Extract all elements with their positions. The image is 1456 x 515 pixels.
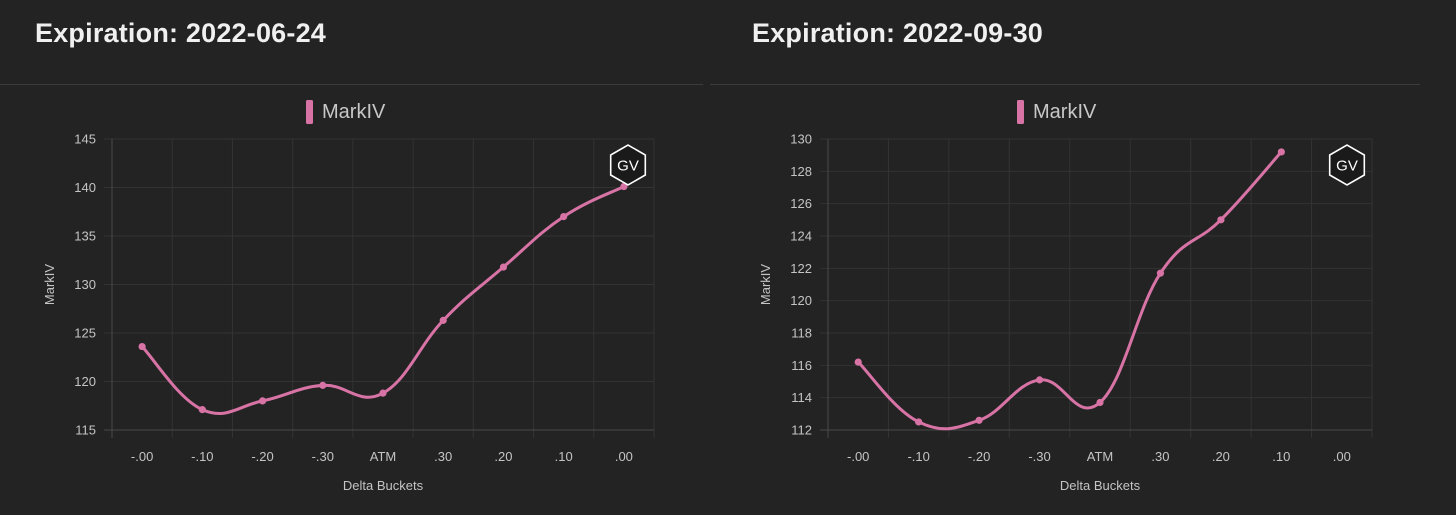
x-tick-label: -.20 <box>251 449 273 464</box>
y-tick-label: 116 <box>791 358 812 373</box>
x-axis-title: Delta Buckets <box>1060 478 1141 493</box>
panel-title: Expiration: 2022-06-24 <box>35 18 327 48</box>
panel-title: Expiration: 2022-09-30 <box>752 18 1044 48</box>
gv-logo-text: GV <box>617 158 639 175</box>
data-point <box>915 418 923 426</box>
x-tick-label: -.30 <box>312 449 334 464</box>
gv-logo: GV <box>1328 144 1366 186</box>
x-tick-label: -.30 <box>1028 449 1050 464</box>
series-line-markiv <box>140 185 626 415</box>
y-tick-label: 118 <box>791 326 812 341</box>
y-axis-title: MarkIV <box>758 264 773 306</box>
markiv-chart-right: MarkIV 112 114 116 118 120 122 124 126 128 130 -.00… <box>758 100 1373 493</box>
data-point <box>560 213 568 221</box>
x-tick-label: .30 <box>1151 449 1169 464</box>
data-point <box>1096 398 1104 407</box>
y-axis-title: MarkIV <box>42 264 57 306</box>
chart-panel-left: Expiration: 2022-06-24 MarkIV 115 120 125 13… <box>0 0 703 515</box>
x-tick-label: ATM <box>370 449 396 464</box>
y-tick-label: 130 <box>790 132 812 147</box>
y-tick-label: 125 <box>74 326 96 341</box>
x-tick-label: -.10 <box>191 449 213 464</box>
legend: MarkIV <box>1017 100 1097 124</box>
panel-divider <box>710 84 1420 85</box>
data-point <box>198 406 206 414</box>
y-tick-label: 120 <box>74 374 96 389</box>
y-tick-label: 126 <box>790 196 812 211</box>
x-tick-label: -.00 <box>847 449 869 464</box>
gv-logo-text: GV <box>1336 158 1358 175</box>
x-axis-title: Delta Buckets <box>343 478 424 493</box>
y-tick-label: 145 <box>74 132 96 147</box>
data-point <box>439 316 447 324</box>
data-point <box>319 381 327 389</box>
series-line-markiv <box>856 150 1283 431</box>
data-point <box>1156 269 1165 277</box>
chart-panel-right: Expiration: 2022-09-30 MarkIV 112 114 116 11… <box>710 0 1420 515</box>
data-point <box>1035 376 1044 384</box>
data-point <box>258 397 267 405</box>
x-tick-label: -.00 <box>131 449 153 464</box>
legend-swatch <box>306 100 313 124</box>
legend-label: MarkIV <box>1033 101 1097 123</box>
legend-label: MarkIV <box>322 101 386 123</box>
legend: MarkIV <box>306 100 386 124</box>
data-point <box>499 263 508 271</box>
gv-logo-hexagon <box>1328 144 1366 186</box>
data-point <box>138 342 146 351</box>
y-tick-label: 112 <box>791 423 812 438</box>
x-tick-label: .30 <box>434 449 452 464</box>
data-point <box>975 416 983 424</box>
data-point <box>620 182 628 191</box>
y-tick-label: 120 <box>790 293 812 308</box>
x-tick-label: .10 <box>555 449 573 464</box>
y-tick-label: 130 <box>74 277 96 292</box>
legend-swatch <box>1017 100 1024 124</box>
panel-divider <box>0 84 703 85</box>
markiv-chart-left: MarkIV 115 120 125 130 135 140 145 -.00 -.10 -.20 -… <box>42 100 655 493</box>
x-tick-label: .00 <box>615 449 633 464</box>
gv-logo: GV <box>609 144 647 186</box>
x-tick-label: ATM <box>1087 449 1113 464</box>
y-tick-label: 124 <box>790 229 812 244</box>
x-tick-label: .20 <box>1212 449 1230 464</box>
x-tick-label: .10 <box>1272 449 1290 464</box>
x-tick-label: .00 <box>1333 449 1351 464</box>
y-tick-label: 128 <box>790 164 812 179</box>
x-tick-label: .20 <box>494 449 512 464</box>
data-point <box>854 358 862 366</box>
x-tick-label: -.20 <box>968 449 990 464</box>
data-point <box>1217 216 1225 224</box>
x-tick-label: -.10 <box>907 449 929 464</box>
y-tick-label: 114 <box>791 390 812 405</box>
data-point <box>379 389 387 397</box>
y-tick-label: 140 <box>74 180 96 195</box>
y-tick-label: 135 <box>74 229 96 244</box>
y-tick-label: 115 <box>75 423 96 438</box>
y-tick-label: 122 <box>790 261 812 276</box>
gv-logo-hexagon <box>609 144 647 186</box>
data-point <box>1277 148 1285 156</box>
